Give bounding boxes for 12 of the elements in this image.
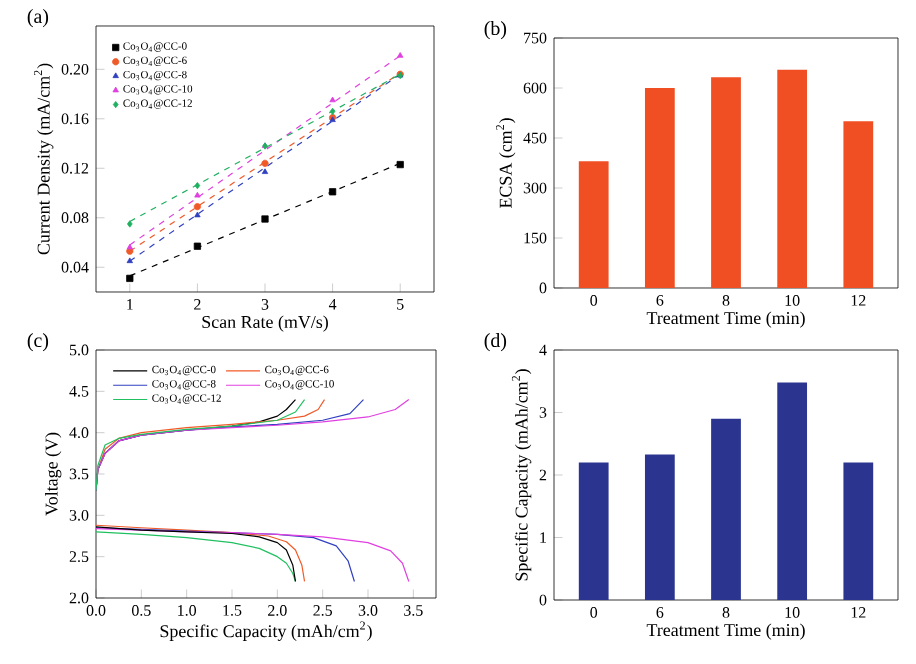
x-axis-title: Treatment Time (min) bbox=[646, 311, 805, 328]
y-axis-title: Voltage (V) bbox=[45, 432, 62, 516]
y-axis-title: Specific Capacity (mAh/cm$^{2}$) bbox=[511, 369, 532, 581]
x-axis-title: Treatment Time (min) bbox=[646, 623, 805, 640]
chart-title: (b) bbox=[484, 21, 507, 40]
chart-title: (c) bbox=[27, 333, 49, 352]
x-axis-title: Scan Rate (mV/s) bbox=[202, 315, 328, 332]
x-axis-title: Specific Capacity (mAh/cm$^{2}$) bbox=[160, 621, 372, 641]
y-axis-title: Current Density (mA/cm$^{2}$) bbox=[33, 63, 54, 255]
chart-title: (d) bbox=[484, 333, 507, 352]
y-axis-title: ECSA (cm$^{2}$) bbox=[496, 118, 516, 209]
chart-title: (a) bbox=[27, 9, 49, 28]
